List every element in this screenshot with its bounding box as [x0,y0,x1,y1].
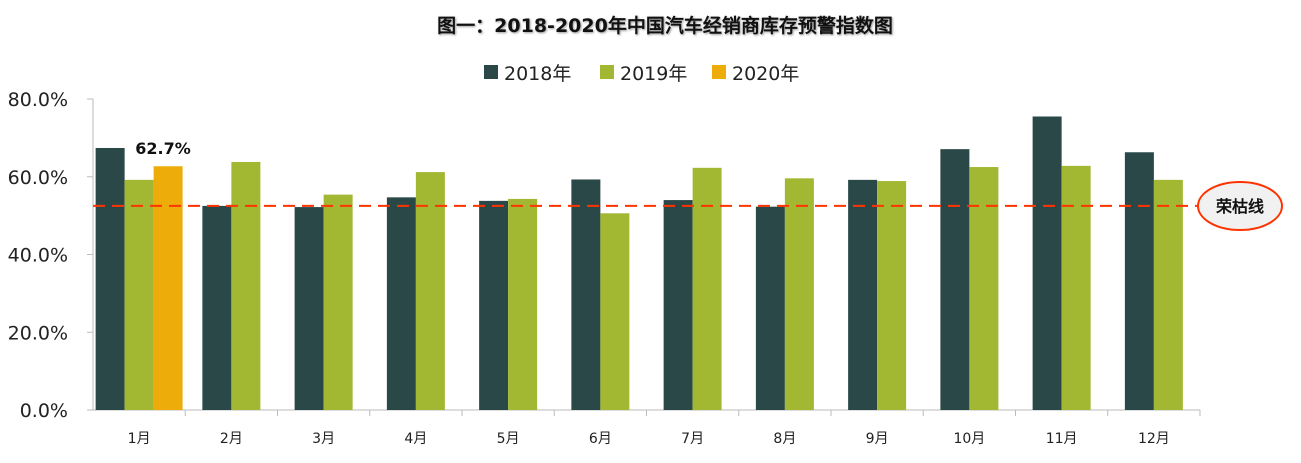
bar-2018年-11月 [1032,116,1062,411]
y-tick-label: 40.0% [8,245,68,267]
x-tick-label: 12月 [1138,431,1170,447]
x-tick-label: 2月 [220,431,243,447]
bar-2018年-9月 [848,179,878,410]
bar-2019年-6月 [600,213,630,410]
bar-2018年-8月 [755,206,785,410]
legend-label: 2019年 [620,63,687,85]
bar-2018年-12月 [1124,152,1154,411]
x-tick-label: 10月 [953,431,985,447]
legend-label: 2018年 [504,63,571,85]
x-tick-label: 7月 [681,431,704,447]
x-tick-label: 11月 [1046,431,1078,447]
bar-2019年-3月 [323,194,353,410]
bar-2019年-4月 [415,172,445,410]
bar-2019年-2月 [231,161,261,410]
x-tick-label: 9月 [866,431,889,447]
bar-2019年-7月 [692,167,722,410]
bar-2018年-10月 [940,149,970,410]
reference-label-bubble [1197,181,1283,231]
y-tick-label: 80.0% [8,89,68,111]
bar-2018年-1月 [95,147,125,411]
bar-2019年-12月 [1153,179,1183,410]
x-tick-label: 6月 [589,431,612,447]
bar-2019年-5月 [508,198,538,410]
bar-2018年-4月 [386,197,416,410]
legend-swatch [712,65,726,79]
y-tick-label: 20.0% [8,322,68,344]
bar-2018年-6月 [571,179,601,410]
chart-title: 图一：2018-2020年中国汽车经销商库存预警指数图 [437,14,893,37]
x-tick-label: 5月 [497,431,520,447]
reference-label: 荣枯线 [1215,197,1264,216]
bar-2019年-9月 [877,181,907,410]
bar-2018年-5月 [479,200,509,410]
y-tick-label: 0.0% [20,400,68,422]
x-tick-label: 1月 [128,431,151,447]
legend-label: 2020年 [732,63,799,85]
bar-2019年-11月 [1061,165,1091,410]
bar-2018年-7月 [663,200,693,410]
data-label: 62.7% [135,139,191,158]
bar-2019年-8月 [784,178,814,410]
bar-2018年-3月 [294,207,324,410]
bar-2018年-2月 [202,205,232,410]
bar-2019年-1月 [124,179,154,410]
x-tick-label: 8月 [773,431,796,447]
bar-2020年-1月 [153,166,183,410]
x-tick-label: 3月 [312,431,335,447]
bar-2019年-10月 [969,167,999,410]
y-tick-label: 60.0% [8,167,68,189]
legend-swatch [484,65,498,79]
x-tick-label: 4月 [404,431,427,447]
legend-swatch [600,65,614,79]
